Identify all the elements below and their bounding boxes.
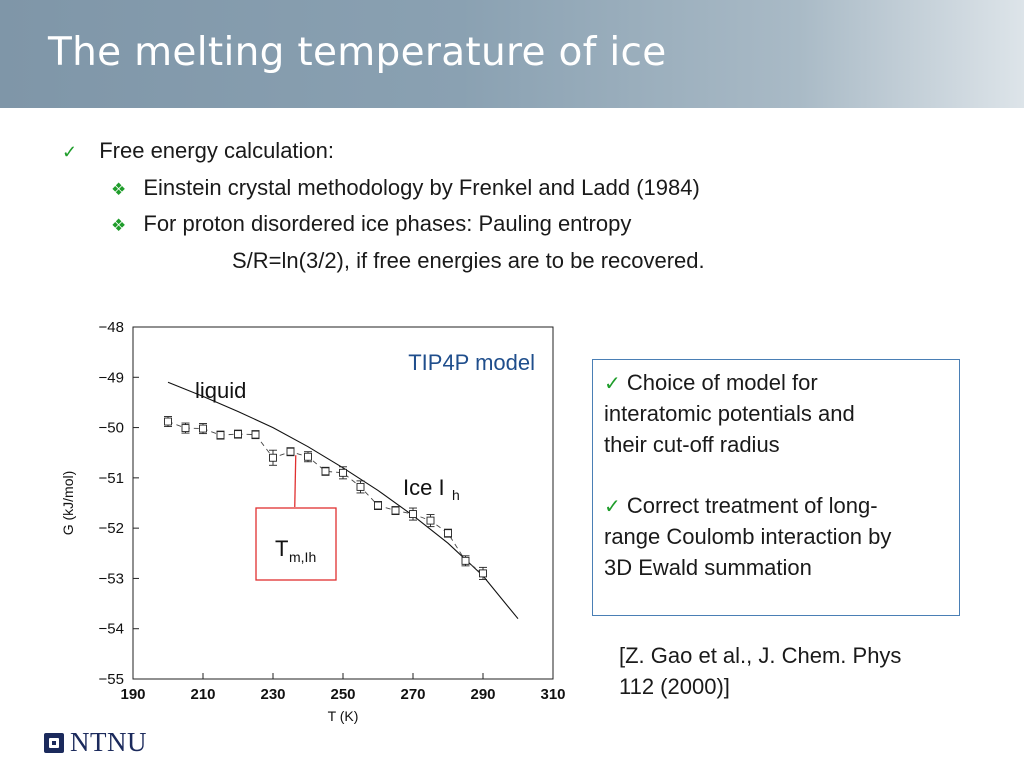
info-text: Choice of model for bbox=[626, 370, 818, 395]
data-point bbox=[199, 424, 207, 433]
checkmark-icon: ✓ bbox=[604, 373, 621, 395]
y-tick-label: −53 bbox=[99, 570, 124, 587]
checkmark-icon: ✓ bbox=[62, 142, 78, 162]
ice-ih-subscript: h bbox=[452, 487, 460, 503]
bullet-text: For proton disordered ice phases: Paulin… bbox=[143, 211, 632, 236]
tm-subscript: m,Ih bbox=[289, 549, 316, 565]
series-liquid-line bbox=[167, 381, 519, 620]
y-tick-label: −51 bbox=[99, 470, 124, 487]
series-ice-line bbox=[167, 421, 484, 574]
data-point bbox=[181, 424, 190, 433]
data-point bbox=[426, 516, 435, 525]
info-line-5: range Coulomb interaction by bbox=[604, 524, 892, 549]
reference-line-2: 112 (2000)] bbox=[619, 674, 730, 699]
data-point bbox=[304, 452, 312, 461]
info-line-6: 3D Ewald summation bbox=[604, 555, 812, 580]
tm-label: T bbox=[275, 536, 288, 561]
tm-box bbox=[255, 507, 337, 581]
info-line-1: ✓ Choice of model for bbox=[604, 370, 818, 396]
ntnu-logo-icon bbox=[44, 733, 64, 753]
info-box: ✓ Choice of model for interatomic potent… bbox=[592, 359, 960, 616]
data-point bbox=[374, 501, 382, 510]
data-point bbox=[356, 482, 365, 491]
bullet-text: Einstein crystal methodology by Frenkel … bbox=[143, 175, 700, 200]
data-point bbox=[479, 569, 487, 578]
logo-text: NTNU bbox=[70, 727, 147, 757]
reference-line-1: [Z. Gao et al., J. Chem. Phys bbox=[619, 643, 902, 668]
checkmark-icon: ✓ bbox=[604, 496, 621, 518]
x-tick-label: 310 bbox=[540, 686, 565, 703]
ice-ih-label: Ice I bbox=[403, 475, 445, 500]
data-point bbox=[321, 467, 330, 476]
info-line-3: their cut-off radius bbox=[604, 432, 780, 457]
plot-frame bbox=[132, 326, 554, 680]
bullet-text: Free energy calculation: bbox=[99, 138, 335, 163]
liquid-label: liquid bbox=[195, 378, 246, 403]
diamond-bullet-icon: ❖ bbox=[111, 180, 127, 199]
diamond-bullet-icon: ❖ bbox=[111, 216, 127, 235]
x-tick-label: 190 bbox=[120, 686, 145, 703]
data-point bbox=[164, 417, 172, 426]
data-point bbox=[444, 529, 452, 538]
bullet-level1: ✓ Free energy calculation: bbox=[62, 138, 334, 164]
data-point bbox=[286, 447, 295, 456]
y-tick-label: −50 bbox=[99, 420, 124, 437]
data-point bbox=[339, 468, 347, 477]
data-point bbox=[461, 556, 470, 565]
data-point bbox=[269, 453, 277, 462]
title-bar: The melting temperature of ice bbox=[0, 0, 1024, 108]
y-tick-label: −55 bbox=[99, 671, 124, 688]
data-point bbox=[251, 430, 260, 439]
bullet-level2: ❖ Einstein crystal methodology by Frenke… bbox=[111, 175, 700, 201]
chart-title: TIP4P model bbox=[408, 350, 535, 375]
y-tick-label: −49 bbox=[99, 369, 124, 386]
x-axis-label: T (K) bbox=[328, 708, 359, 724]
bullet-text: S/R=ln(3/2), if free energies are to be … bbox=[232, 248, 705, 273]
data-point bbox=[391, 506, 400, 515]
x-tick-label: 250 bbox=[330, 686, 355, 703]
y-tick-label: −54 bbox=[99, 621, 124, 638]
data-point bbox=[234, 430, 242, 439]
bullet-level3: S/R=ln(3/2), if free energies are to be … bbox=[232, 248, 705, 274]
y-axis-label: G (kJ/mol) bbox=[60, 471, 76, 536]
tm-connector bbox=[294, 455, 297, 508]
data-point bbox=[409, 510, 417, 519]
y-tick-label: −52 bbox=[99, 520, 124, 537]
x-tick-label: 230 bbox=[260, 686, 285, 703]
bullet-level2: ❖ For proton disordered ice phases: Paul… bbox=[111, 211, 631, 237]
slide-title: The melting temperature of ice bbox=[48, 30, 667, 75]
info-line-2: interatomic potentials and bbox=[604, 401, 855, 426]
info-text: Correct treatment of long- bbox=[626, 493, 878, 518]
info-line-4: ✓ Correct treatment of long- bbox=[604, 493, 878, 519]
y-tick-label: −48 bbox=[99, 319, 124, 336]
x-tick-label: 270 bbox=[400, 686, 425, 703]
x-tick-label: 290 bbox=[470, 686, 495, 703]
x-tick-label: 210 bbox=[190, 686, 215, 703]
data-point bbox=[216, 431, 225, 440]
